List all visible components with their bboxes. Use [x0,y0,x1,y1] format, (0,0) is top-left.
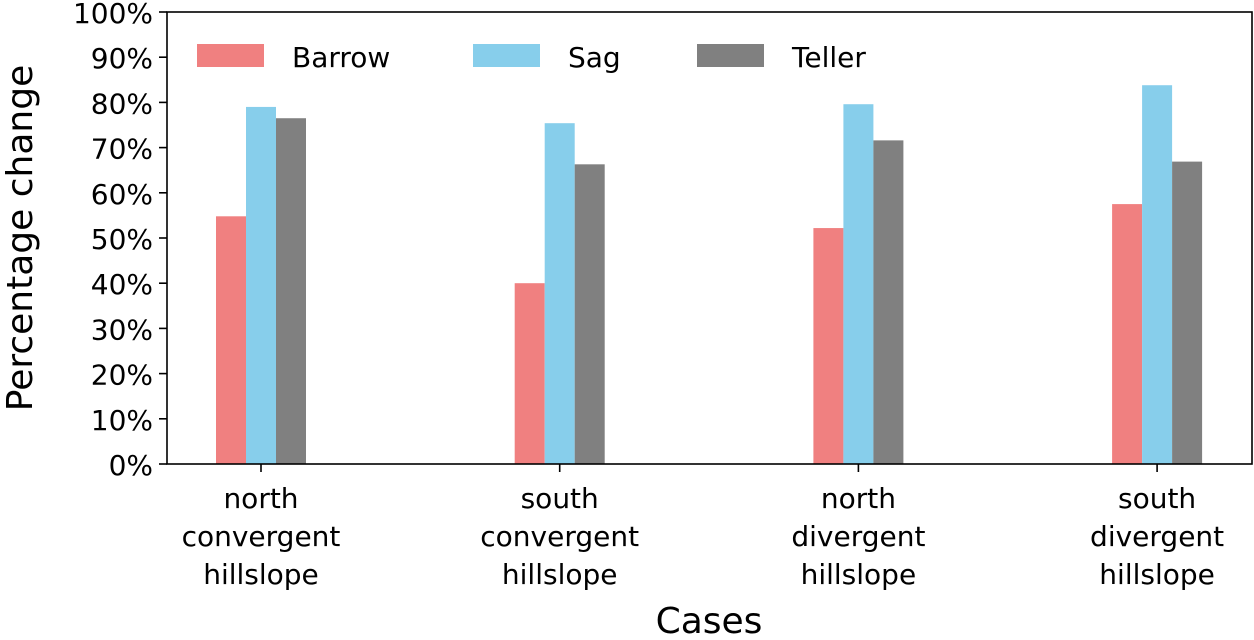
bar-barrow-3 [1112,204,1143,464]
legend-swatch-sag [473,44,540,67]
legend-label-sag: Sag [568,41,621,74]
y-axis-title: Percentage change [0,65,41,411]
bar-teller-3 [1172,161,1203,465]
x-tick-label: south divergent hillslope [1090,482,1224,591]
y-tick-label: 20% [91,359,153,392]
x-axis: north convergent hillslope south convergent h… [182,464,1224,591]
legend-swatch-barrow [197,44,264,67]
bar-barrow-2 [813,228,844,464]
y-tick-label: 30% [91,313,153,346]
y-tick-label: 70% [91,133,153,166]
legend: Barrow Sag Teller [197,41,866,74]
bar-teller-0 [276,118,306,464]
x-tick-label: north divergent hillslope [791,482,925,591]
bar-teller-2 [873,140,904,464]
x-tick-label: north convergent hillslope [182,482,341,591]
plot-frame [166,11,1253,465]
bars-layer [216,85,1203,465]
bar-teller-1 [574,164,605,464]
y-tick-label: 90% [91,42,153,75]
y-tick-label: 40% [91,268,153,301]
legend-swatch-teller [697,44,764,67]
x-tick-label: south convergent hillslope [480,482,639,591]
y-tick-label: 60% [91,178,153,211]
y-tick-label: 0% [109,449,153,482]
bar-barrow-1 [514,283,545,464]
y-axis: 0% 10% 20% 30% 40% 50% 60% 70% 80% 90% 100% [73,0,167,482]
legend-label-teller: Teller [791,41,866,74]
y-tick-label: 100% [73,0,153,30]
bar-barrow-0 [216,216,246,464]
bar-sag-0 [246,106,276,465]
bar-sag-1 [544,123,575,464]
bar-sag-3 [1142,85,1173,464]
y-tick-label: 50% [91,223,153,256]
y-tick-label: 10% [91,404,153,437]
bar-sag-2 [843,104,874,465]
legend-label-barrow: Barrow [292,41,390,74]
y-tick-label: 80% [91,87,153,120]
x-axis-title: Cases [656,601,763,636]
